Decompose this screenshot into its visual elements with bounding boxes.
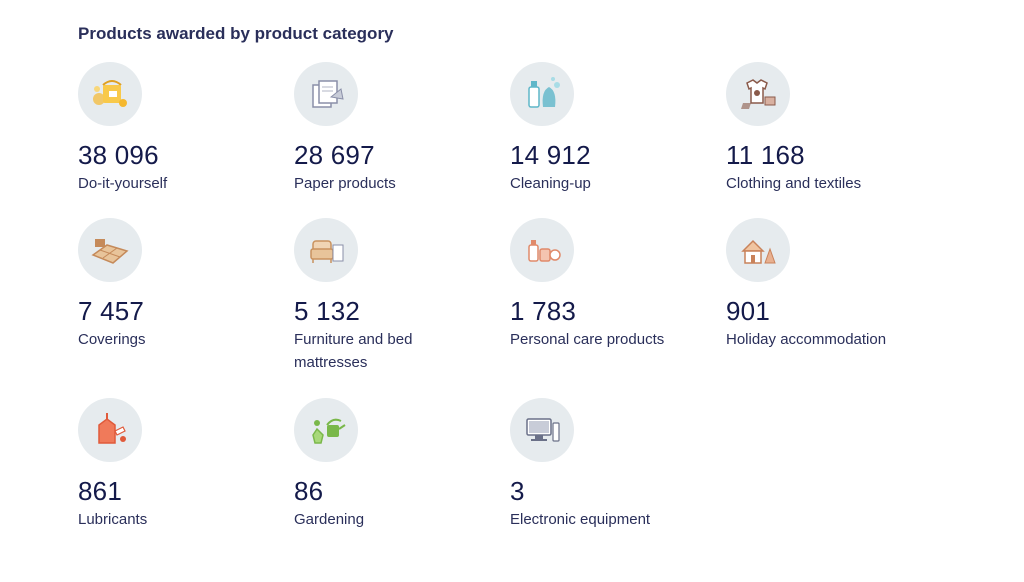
category-count: 11 168 <box>726 140 805 170</box>
category-label: Do-it-yourself <box>78 175 168 192</box>
category-label: Lubricants <box>78 511 148 528</box>
category-card-furniture: 5 132 Furniture and bed mattresses <box>294 218 494 374</box>
category-card-diy: 38 096 Do-it-yourself <box>78 62 278 195</box>
category-card-clothing: 11 168 Clothing and textiles <box>726 62 926 195</box>
computer-icon <box>510 398 574 462</box>
cleaning-spray-icon <box>510 62 574 126</box>
floor-tiles-icon <box>78 218 142 282</box>
category-card-electronics: 3 Electronic equipment <box>510 398 710 531</box>
category-count: 1 783 <box>510 296 577 326</box>
category-label: Clothing and textiles <box>726 175 862 192</box>
category-count: 5 132 <box>294 296 361 326</box>
category-count: 86 <box>294 476 324 506</box>
oil-can-icon <box>78 398 142 462</box>
category-card-coverings: 7 457 Coverings <box>78 218 278 351</box>
clothing-icon <box>726 62 790 126</box>
paper-stack-icon <box>294 62 358 126</box>
category-card-gardening: 86 Gardening <box>294 398 494 531</box>
category-label: Coverings <box>78 331 146 348</box>
category-count: 14 912 <box>510 140 591 170</box>
category-label: Gardening <box>294 511 365 528</box>
category-label: Furniture and bed mattresses <box>294 331 413 371</box>
category-count: 28 697 <box>294 140 375 170</box>
paint-bucket-icon <box>78 62 142 126</box>
category-count: 901 <box>726 296 770 326</box>
armchair-icon <box>294 218 358 282</box>
category-card-cleaning: 14 912 Cleaning-up <box>510 62 710 195</box>
awarded-products-section: Products awarded by product category 38 … <box>78 22 958 528</box>
category-label: Cleaning-up <box>510 175 591 192</box>
category-card-lubricants: 861 Lubricants <box>78 398 278 531</box>
cosmetics-icon <box>510 218 574 282</box>
category-card-personal-care: 1 783 Personal care products <box>510 218 710 351</box>
category-label: Holiday accommodation <box>726 331 887 348</box>
category-count: 3 <box>510 476 525 506</box>
watering-can-icon <box>294 398 358 462</box>
category-count: 38 096 <box>78 140 159 170</box>
category-count: 861 <box>78 476 122 506</box>
category-card-holiday: 901 Holiday accommodation <box>726 218 926 351</box>
category-count: 7 457 <box>78 296 145 326</box>
category-label: Personal care products <box>510 331 665 348</box>
category-card-paper: 28 697 Paper products <box>294 62 494 195</box>
section-title: Products awarded by product category <box>78 24 394 43</box>
holiday-house-icon <box>726 218 790 282</box>
category-label: Paper products <box>294 175 396 192</box>
category-label: Electronic equipment <box>510 511 651 528</box>
